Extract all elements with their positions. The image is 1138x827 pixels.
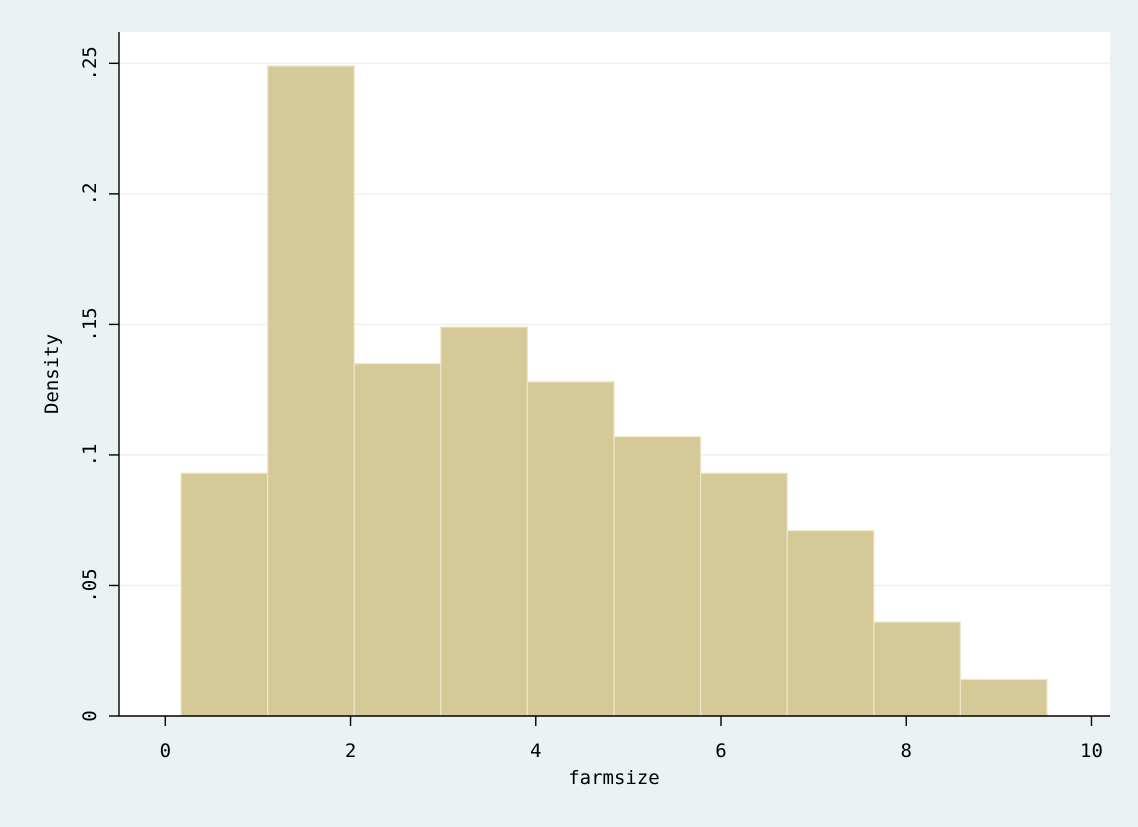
axes xyxy=(118,32,1110,717)
x-tick-label: 6 xyxy=(715,740,726,762)
x-tick-label: 0 xyxy=(160,740,171,762)
histogram-bar xyxy=(613,436,702,717)
x-axis-title: farmsize xyxy=(568,767,660,789)
x-tick-label: 2 xyxy=(345,740,356,762)
histogram-bar xyxy=(959,678,1048,717)
x-tick-label: 4 xyxy=(530,740,541,762)
histogram-bar xyxy=(440,326,529,717)
x-tick-label: 10 xyxy=(1080,740,1103,762)
y-axis-ticks: 0 .05 .1 .15 .2 .25 xyxy=(79,46,119,722)
histogram-bar xyxy=(873,621,962,717)
histogram-bar xyxy=(526,381,615,717)
y-tick-label: .25 xyxy=(79,46,101,80)
histogram-bar xyxy=(267,65,355,717)
x-axis-ticks: 0 2 4 6 8 10 xyxy=(160,716,1103,762)
y-tick-label: .2 xyxy=(79,182,101,205)
y-tick-label: .15 xyxy=(79,307,101,341)
y-axis-title: Density xyxy=(41,334,63,414)
x-tick-label: 8 xyxy=(901,740,912,762)
histogram-bar xyxy=(353,362,442,717)
histogram-bar xyxy=(786,530,875,717)
histogram-bar xyxy=(700,472,788,717)
y-tick-label: .1 xyxy=(79,443,101,466)
y-tick-label: .05 xyxy=(79,568,101,602)
histogram-bar xyxy=(180,472,269,717)
y-tick-label: 0 xyxy=(79,710,101,721)
histogram-bars xyxy=(180,65,1048,717)
